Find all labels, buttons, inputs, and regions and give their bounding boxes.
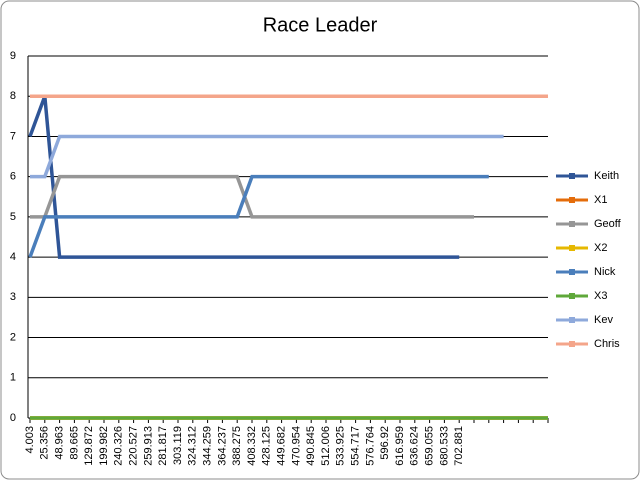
legend-marker (569, 269, 575, 275)
x-tick-label: 512.006 (320, 426, 332, 466)
x-tick-label: 199.982 (98, 426, 110, 466)
x-tick-label: 89.665 (68, 426, 80, 460)
x-tick-label: 324.312 (187, 426, 199, 466)
legend-label: Chris (594, 338, 620, 350)
legend-label: Keith (594, 170, 619, 182)
legend-label: Kev (594, 314, 613, 326)
series-line (28, 95, 460, 259)
legend-label: X3 (594, 290, 607, 302)
y-tick-label: 2 (10, 331, 16, 343)
x-tick-label: 388.275 (231, 426, 243, 466)
y-tick-label: 4 (10, 251, 16, 263)
x-tick-label: 281.817 (157, 426, 169, 466)
y-tick-label: 6 (10, 171, 16, 183)
x-tick-label: 25.356 (39, 426, 51, 460)
x-tick-label: 48.963 (54, 426, 66, 460)
y-tick-label: 5 (10, 211, 16, 223)
legend-marker (569, 197, 575, 203)
x-tick-label: 576.764 (364, 426, 376, 466)
legend-marker (569, 341, 575, 347)
x-tick-label: 259.913 (142, 426, 154, 466)
x-tick-label: 449.682 (276, 426, 288, 466)
x-tick-label: 129.872 (83, 426, 95, 466)
x-tick-label: 4.003 (24, 426, 36, 454)
legend-marker (569, 293, 575, 299)
y-tick-label: 9 (10, 50, 16, 62)
x-tick-label: 533.925 (335, 426, 347, 466)
x-tick-label: 220.527 (128, 426, 140, 466)
legend-marker (569, 317, 575, 323)
y-tick-label: 8 (10, 90, 16, 102)
x-tick-label: 240.326 (113, 426, 125, 466)
chart-title: Race Leader (263, 14, 378, 36)
x-tick-label: 490.845 (305, 426, 317, 466)
legend-label: X1 (594, 194, 607, 206)
x-tick-label: 470.954 (290, 426, 302, 466)
x-tick-label: 364.237 (216, 426, 228, 466)
legend-marker (569, 173, 575, 179)
x-tick-label: 303.119 (172, 426, 184, 465)
series-line (30, 174, 474, 219)
x-tick-label: 702.881 (453, 426, 465, 466)
legend-marker (569, 221, 575, 227)
x-tick-label: 554.717 (350, 426, 362, 466)
x-tick-label: 636.624 (409, 426, 421, 466)
x-tick-label: 408.332 (246, 426, 258, 466)
series-line (30, 134, 504, 179)
x-tick-label: 428.125 (261, 426, 273, 466)
y-tick-label: 1 (10, 372, 16, 384)
x-tick-label: 659.055 (424, 426, 436, 466)
legend-label: Geoff (594, 218, 622, 230)
y-tick-label: 7 (10, 130, 16, 142)
y-tick-label: 3 (10, 291, 16, 303)
x-tick-label: 344.259 (202, 426, 214, 466)
legend-label: Nick (594, 266, 616, 278)
x-tick-label: 680.533 (438, 426, 450, 466)
y-tick-label: 0 (10, 412, 16, 424)
series-line (28, 174, 489, 258)
legend-label: X2 (594, 242, 607, 254)
x-tick-label: 596.92 (379, 426, 391, 460)
x-tick-label: 616.959 (394, 426, 406, 466)
legend-marker (569, 245, 575, 251)
